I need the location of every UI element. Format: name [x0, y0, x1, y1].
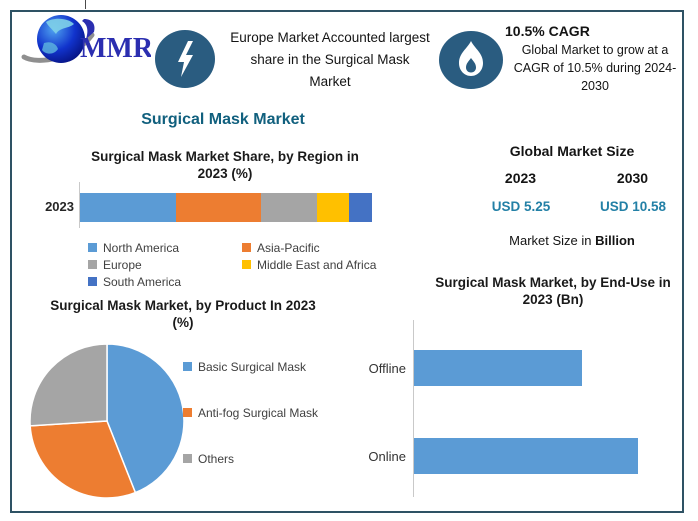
cagr-title: 10.5% CAGR: [505, 23, 590, 39]
enduse-bar: [414, 350, 582, 386]
legend-label: South America: [103, 274, 182, 289]
market-size-note: Market Size in Billion: [467, 233, 677, 248]
flame-icon: [439, 31, 503, 89]
legend-item: Middle East and Africa: [242, 256, 396, 273]
page-title: Surgical Mask Market: [141, 111, 305, 128]
pie-slice: [29, 343, 108, 427]
market-size-note-prefix: Market Size in: [509, 233, 596, 248]
legend-item: North America: [88, 239, 242, 256]
region-legend: North America Asia-Pacific Europe Middle Ea…: [88, 239, 396, 290]
legend-item: Basic Surgical Mask: [183, 358, 343, 375]
legend-label: Others: [198, 451, 235, 466]
logo-comma: [82, 19, 95, 39]
legend-item: Anti-fog Surgical Mask: [183, 404, 343, 421]
market-size-note-bold: Billion: [595, 233, 635, 248]
legend-label: Basic Surgical Mask: [198, 359, 307, 374]
market-size-year-2030: 2030: [616, 170, 649, 186]
product-chart-title: Surgical Mask Market, by Product In 2023…: [50, 298, 316, 330]
region-bar-segment: [261, 193, 317, 222]
legend-swatch-icon: [88, 243, 97, 252]
highlight-text: Europe Market Accounted largest share in…: [230, 30, 430, 89]
enduse-label-offline: Offline: [368, 360, 406, 376]
region-bar-segment: [176, 193, 262, 222]
region-axis-label: 2023: [45, 199, 74, 214]
legend-item: South America: [88, 273, 242, 290]
cagr-block: 10.5% CAGR Global Market to grow at a CA…: [505, 21, 685, 95]
legend-swatch-icon: [88, 277, 97, 286]
region-chart-title: Surgical Mask Market Share, by Region in…: [91, 149, 359, 181]
enduse-chart-axis: [413, 320, 414, 497]
legend-label: Anti-fog Surgical Mask: [198, 405, 319, 420]
cagr-icon-wrap: [438, 30, 504, 90]
legend-item: Asia-Pacific: [242, 239, 396, 256]
logo-text: MMR: [80, 33, 151, 64]
legend-label: Europe: [103, 257, 142, 272]
legend-label: North America: [103, 240, 180, 255]
legend-swatch-icon: [183, 362, 192, 371]
legend-swatch-icon: [183, 408, 192, 417]
cagr-text: Global Market to grow at a CAGR of 10.5%…: [513, 43, 677, 93]
market-size-year-2023: 2023: [504, 170, 537, 186]
legend-swatch-icon: [242, 243, 251, 252]
product-pie-chart: [29, 343, 185, 499]
legend-label: Middle East and Africa: [257, 257, 377, 272]
region-bar-segment: [316, 193, 349, 222]
lightning-icon: [155, 30, 215, 88]
legend-swatch-icon: [183, 454, 192, 463]
highlight-icon-wrap: [154, 29, 216, 89]
market-size-title: Global Market Size: [509, 143, 635, 159]
mmr-logo: MMR: [21, 15, 151, 64]
market-size-value-2030: USD 10.58: [599, 199, 667, 214]
top-tick-mark: [85, 0, 86, 9]
enduse-bar: [414, 438, 638, 474]
product-legend: Basic Surgical Mask Anti-fog Surgical Mas…: [183, 358, 343, 496]
pie-slice: [29, 420, 137, 499]
region-bar-segment: [348, 193, 372, 222]
enduse-chart-title: Surgical Mask Market, by End-Use in 2023…: [435, 275, 671, 307]
enduse-label-online: Online: [368, 448, 406, 464]
legend-swatch-icon: [242, 260, 251, 269]
region-bar-segment: [80, 193, 177, 222]
legend-swatch-icon: [88, 260, 97, 269]
pie-slice: [106, 343, 185, 494]
legend-item: Others: [183, 450, 343, 467]
legend-label: Asia-Pacific: [257, 240, 320, 255]
legend-item: Europe: [88, 256, 242, 273]
region-chart-axis: [79, 182, 80, 228]
market-size-value-2023: USD 5.25: [491, 199, 551, 214]
region-stacked-bar: [80, 193, 372, 222]
pie-svg: [29, 343, 185, 499]
